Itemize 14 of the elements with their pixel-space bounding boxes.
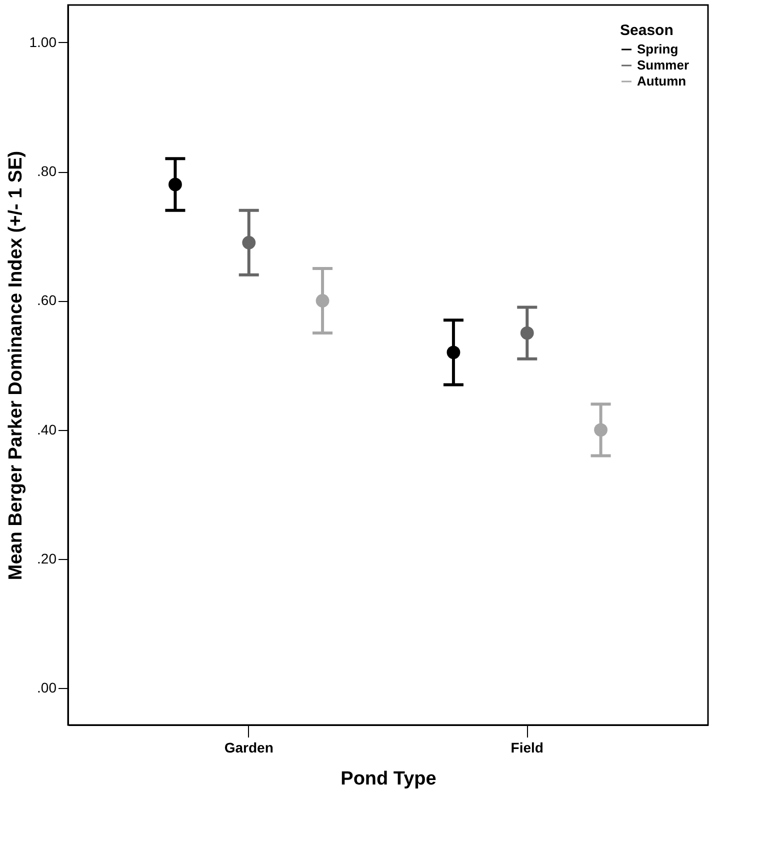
y-axis-title: Mean Berger Parker Dominance Index (+/- 1 SE) [5,150,26,580]
y-tick-label: .00 [37,680,57,696]
x-axis-title: Pond Type [340,768,436,790]
y-tick-label: 1.00 [29,34,57,50]
legend-title: Season [620,22,674,39]
x-tick-label: Field [510,740,544,756]
x-tick-label: Garden [224,740,274,756]
legend-label: Spring [637,42,678,56]
y-tick-label: .60 [37,292,57,308]
legend-label: Summer [637,58,690,72]
y-tick-label: .40 [37,421,57,438]
legend-label: Autumn [637,74,686,88]
y-tick-label: .20 [37,550,57,567]
y-tick-label: .80 [37,163,57,180]
